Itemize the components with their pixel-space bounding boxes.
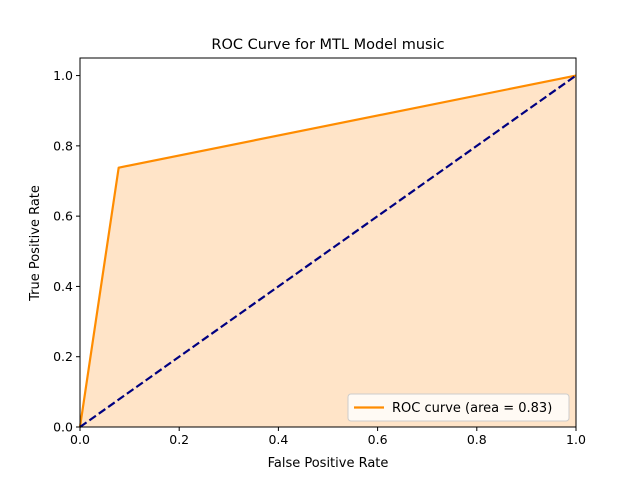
roc-curve-line bbox=[78, 74, 577, 428]
y-tick-label: 0.2 bbox=[53, 349, 73, 364]
legend-box bbox=[347, 393, 570, 422]
y-tick-label: 1.0 bbox=[53, 68, 73, 83]
y-tick-label: 0.6 bbox=[53, 209, 73, 224]
y-tick-label: 0.8 bbox=[53, 138, 73, 153]
x-tick-label: 0.8 bbox=[467, 432, 487, 447]
y-axis-ticks: 0.0 0.2 0.4 0.6 0.8 1.0 bbox=[53, 68, 80, 435]
x-axis-label: False Positive Rate bbox=[268, 456, 389, 471]
y-axis-label: True Positive Rate bbox=[28, 185, 43, 302]
y-tick-label: 0.4 bbox=[53, 279, 73, 294]
legend-label-roc: ROC curve (area = 0.83) bbox=[392, 401, 552, 416]
chart-title: ROC Curve for MTL Model music bbox=[211, 37, 444, 53]
legend: ROC curve (area = 0.83) bbox=[347, 393, 570, 422]
axes-frame bbox=[79, 57, 577, 428]
chance-diagonal-line bbox=[79, 74, 577, 428]
x-tick-label: 0.0 bbox=[70, 432, 90, 447]
x-tick-label: 0.4 bbox=[268, 432, 288, 447]
y-tick-label: 0.0 bbox=[53, 420, 73, 435]
x-axis-ticks: 0.0 0.2 0.4 0.6 0.8 1.0 bbox=[70, 427, 586, 447]
plot-area bbox=[78, 74, 577, 428]
x-tick-label: 1.0 bbox=[566, 432, 586, 447]
x-tick-label: 0.6 bbox=[368, 432, 388, 447]
x-tick-label: 0.2 bbox=[169, 432, 189, 447]
